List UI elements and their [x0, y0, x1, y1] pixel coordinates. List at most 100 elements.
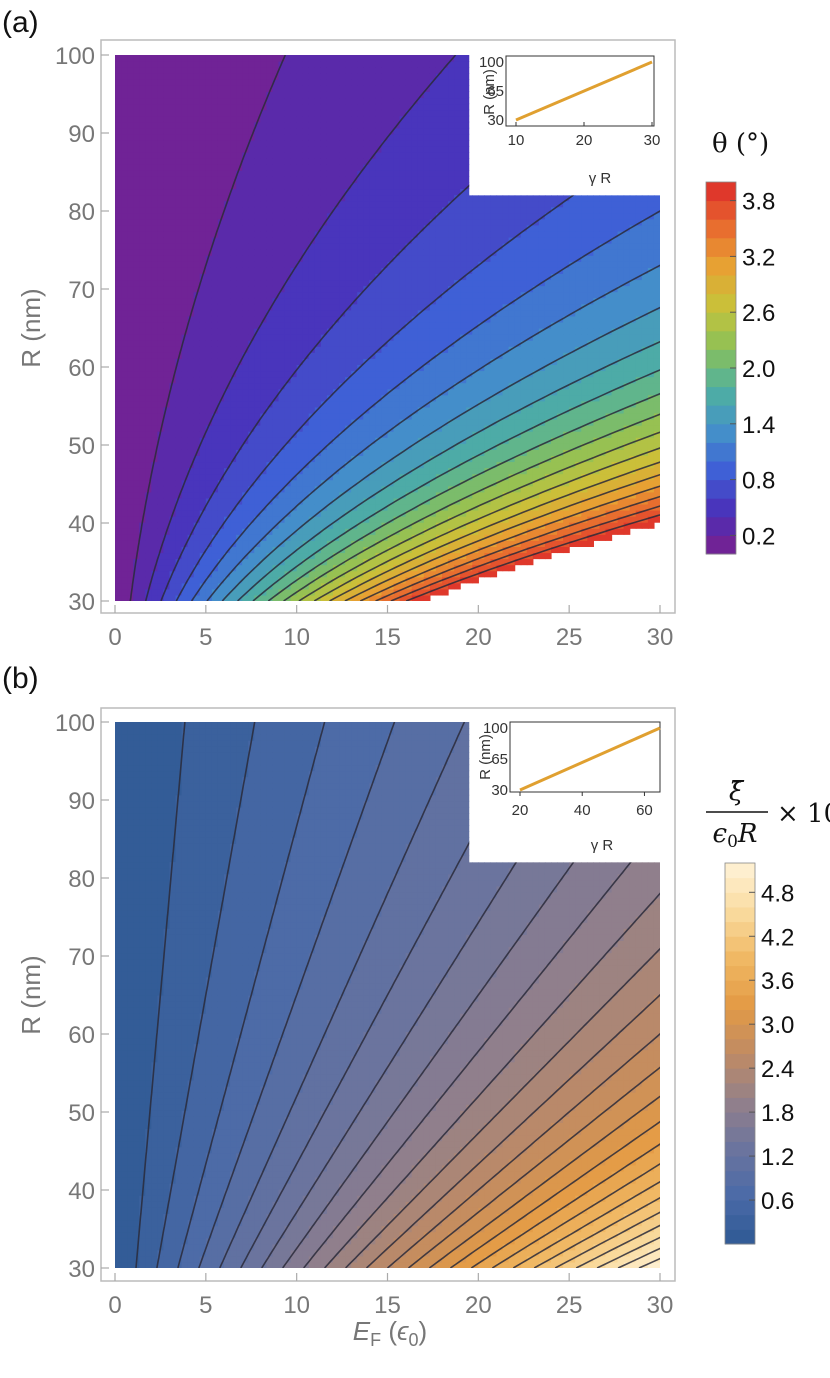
- heat-cell: [272, 382, 280, 390]
- heat-cell: [175, 516, 183, 523]
- heat-cell: [217, 249, 225, 256]
- heat-cell: [217, 176, 225, 183]
- heat-cell: [236, 443, 243, 450]
- heat-cell: [435, 255, 443, 262]
- heat-cell: [205, 73, 213, 80]
- heat-cell: [411, 497, 419, 505]
- heat-cell: [429, 121, 437, 129]
- heat-cell: [127, 382, 134, 390]
- heat-cell: [254, 412, 261, 420]
- heat-cell: [115, 394, 122, 402]
- heat-cell: [423, 461, 431, 469]
- heat-cell: [429, 182, 437, 190]
- heat-cell: [308, 218, 316, 226]
- heat-cell: [266, 115, 274, 123]
- heat-cell: [151, 334, 158, 341]
- heat-cell: [308, 594, 316, 601]
- heat-cell: [405, 534, 413, 541]
- heat-cell: [145, 352, 152, 359]
- heat-cell: [230, 73, 237, 80]
- heat-cell: [308, 164, 316, 171]
- heat-cell: [381, 273, 389, 281]
- heat-cell: [442, 443, 449, 450]
- heat-cell: [448, 552, 455, 560]
- heat-cell: [272, 588, 280, 596]
- heat-cell: [193, 358, 201, 365]
- heat-cell: [163, 491, 171, 499]
- heat-cell: [435, 412, 443, 420]
- heat-cell: [290, 91, 298, 99]
- heat-cell: [115, 540, 122, 547]
- heat-cell: [224, 328, 231, 335]
- heat-cell: [423, 467, 431, 475]
- heat-cell: [260, 321, 267, 329]
- heat-cell: [308, 212, 316, 220]
- heat-cell: [435, 212, 443, 220]
- heat-cell: [224, 176, 231, 183]
- heat-cell: [405, 261, 413, 268]
- heat-cell: [369, 188, 376, 196]
- heat-cell: [115, 267, 122, 274]
- heat-cell: [145, 73, 152, 80]
- heat-cell: [429, 437, 437, 444]
- heat-cell: [296, 564, 304, 572]
- heat-cell: [278, 55, 286, 62]
- heat-cell: [260, 352, 267, 359]
- heat-cell: [381, 267, 389, 274]
- heat-cell: [187, 303, 195, 311]
- heat-cell: [145, 121, 152, 129]
- heat-cell: [163, 279, 171, 287]
- heat-cell: [393, 334, 401, 341]
- heat-cell: [121, 510, 128, 517]
- heat-cell: [181, 564, 189, 572]
- heat-cell: [296, 103, 304, 111]
- heat-cell: [278, 309, 286, 317]
- heat-cell: [266, 485, 274, 493]
- heat-cell: [157, 109, 165, 117]
- heat-cell: [242, 194, 249, 202]
- heat-cell: [139, 388, 146, 396]
- heat-cell: [357, 491, 364, 499]
- heat-cell: [345, 461, 352, 469]
- heat-cell: [296, 552, 304, 560]
- heat-cell: [417, 485, 425, 493]
- heat-cell: [333, 255, 340, 262]
- heat-cell: [211, 461, 219, 469]
- heat-cell: [387, 73, 395, 80]
- heat-cell: [333, 406, 340, 414]
- heat-cell: [326, 224, 334, 232]
- heat-cell: [405, 73, 413, 80]
- heat-cell: [151, 358, 158, 365]
- heat-cell: [254, 309, 261, 317]
- heat-cell: [357, 334, 364, 341]
- heat-cell: [351, 582, 358, 590]
- heat-cell: [260, 297, 267, 305]
- heat-cell: [387, 285, 395, 293]
- heat-cell: [435, 582, 443, 590]
- heat-cell: [448, 340, 455, 347]
- heat-cell: [181, 540, 189, 547]
- heat-cell: [375, 279, 383, 287]
- heat-cell: [302, 394, 310, 402]
- heat-cell: [236, 394, 243, 402]
- heat-cell: [175, 261, 183, 268]
- heat-cell: [314, 528, 322, 535]
- heat-cell: [187, 376, 195, 384]
- heat-cell: [260, 485, 267, 493]
- heat-cell: [115, 558, 122, 566]
- heat-cell: [205, 467, 213, 475]
- heat-cell: [423, 243, 431, 250]
- heat-cell: [272, 194, 280, 202]
- heat-cell: [211, 594, 219, 601]
- heat-cell: [302, 425, 310, 432]
- heat-cell: [181, 510, 189, 517]
- heat-cell: [333, 582, 340, 590]
- heat-cell: [217, 309, 225, 317]
- heat-cell: [333, 382, 340, 390]
- heat-cell: [205, 479, 213, 487]
- heat-cell: [151, 437, 158, 444]
- heat-cell: [308, 443, 316, 450]
- heat-cell: [139, 218, 146, 226]
- heat-cell: [308, 321, 316, 329]
- heat-cell: [369, 497, 376, 505]
